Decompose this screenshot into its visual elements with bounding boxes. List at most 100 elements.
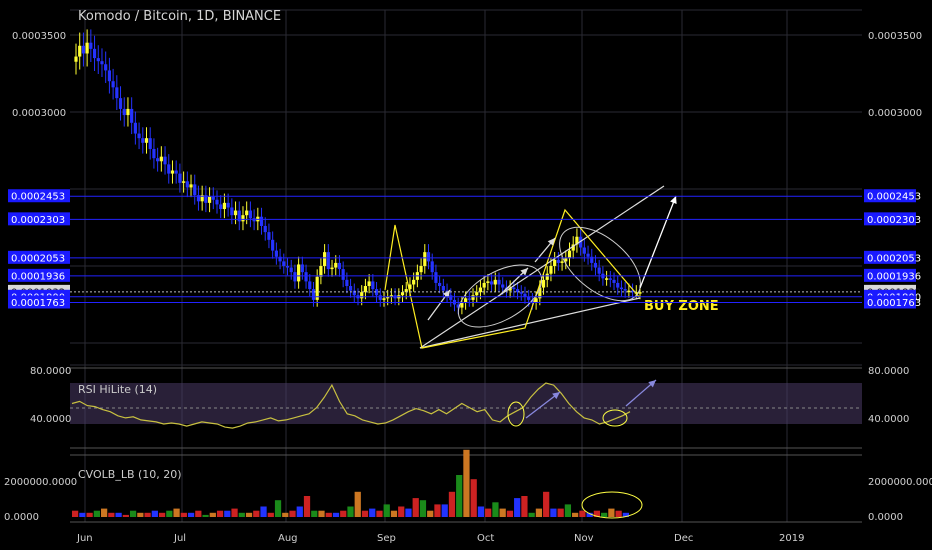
candle-body (475, 292, 479, 296)
candle-body (189, 184, 193, 188)
candle-body (460, 302, 464, 308)
candle-body (156, 158, 160, 162)
volume-bar (209, 512, 216, 517)
candle-body (271, 239, 275, 251)
candle-body (564, 258, 568, 262)
zigzag-line (384, 208, 641, 349)
volume-bar (303, 496, 311, 517)
candle-body (530, 299, 534, 303)
channel-upper (419, 185, 665, 349)
level-label: 0.0001763 (11, 298, 65, 309)
candle-body (285, 266, 290, 268)
price-tick-right: 0.0003500 (868, 31, 922, 42)
volume-bar (187, 512, 195, 517)
candle-body (81, 45, 86, 54)
candle-body (126, 108, 130, 116)
volume-bar (340, 510, 347, 517)
candle-body (326, 252, 330, 270)
x-tick: Jul (173, 533, 186, 544)
arrow-head (547, 238, 555, 246)
candle-body (230, 207, 234, 216)
candle-body (586, 253, 590, 257)
candle-body (519, 292, 523, 294)
volume-bar (419, 500, 427, 517)
volume-bar (158, 512, 166, 517)
volume-bar (238, 512, 245, 517)
candle-body (300, 264, 304, 273)
candle-body (282, 261, 286, 266)
rsi-band (70, 383, 862, 424)
candle-body (159, 156, 163, 162)
candle-body (111, 81, 115, 88)
volume-bar (485, 508, 492, 517)
candle-body (278, 256, 282, 262)
rsi-legend: RSI HiLite (14) (78, 383, 157, 396)
candle-body (196, 195, 201, 202)
volume-bar (173, 508, 180, 517)
candle-body (593, 262, 598, 268)
volume-bar (224, 510, 231, 517)
volume-bar (122, 514, 129, 517)
volume-bar (100, 508, 108, 517)
volume-bar (296, 506, 303, 517)
candle-body (274, 250, 278, 257)
volume-bar (361, 510, 369, 517)
candle-body (508, 287, 512, 291)
chart-grid (70, 9, 862, 523)
x-tick: Oct (477, 533, 494, 544)
candle-body (363, 286, 368, 293)
candle-body (605, 278, 609, 280)
price-candles (74, 29, 642, 315)
candle-body (337, 262, 342, 270)
level-label: 0.0002053 (867, 253, 921, 264)
candle-body (549, 266, 553, 274)
volume-bar (477, 506, 485, 517)
volume-bar (231, 508, 238, 517)
arrow-head (552, 392, 560, 400)
volume-bar (216, 510, 224, 517)
candle-body (144, 138, 149, 143)
candle-body (107, 70, 111, 82)
volume-bar (166, 510, 173, 517)
level-label: 0.0002053 (11, 253, 65, 264)
volume-bar (267, 512, 274, 517)
volume-tick-right: 2000000.0000 (868, 477, 932, 488)
candle-body (104, 64, 108, 71)
candle-body (130, 108, 134, 123)
rsi-tick-right: 80.0000 (868, 366, 909, 377)
candle-body (118, 98, 123, 109)
candle-body (341, 269, 345, 280)
candle-body (512, 287, 516, 290)
volume-tick-left: 0.0000 (4, 512, 39, 523)
level-label-box (8, 268, 70, 282)
rsi-tick-left: 80.0000 (30, 366, 71, 377)
arrow-line (639, 195, 677, 289)
candle-body (489, 281, 494, 285)
candle-body (167, 164, 171, 174)
candle-body (133, 122, 137, 134)
volume-bar (108, 512, 115, 517)
rsi-ellipse-1 (507, 401, 525, 427)
candle-body (571, 244, 575, 251)
candle-body (423, 252, 427, 266)
volume-bar (398, 506, 405, 517)
volume-bar (325, 512, 332, 517)
candle-body (430, 261, 434, 273)
level-label: 0.0002453 (11, 192, 65, 203)
candle-body (74, 56, 78, 62)
candle-body (122, 108, 126, 116)
candle-body (408, 284, 412, 290)
level-label-box (8, 250, 70, 264)
volume-bar (586, 512, 593, 517)
candle-body (374, 289, 379, 296)
volume-bar (405, 508, 412, 517)
volume-bar (528, 512, 535, 517)
candle-body (538, 287, 542, 299)
volume-bar (347, 506, 354, 517)
candle-body (334, 262, 338, 268)
volume-bar (245, 512, 253, 517)
price-tick-left: 0.0003000 (12, 108, 66, 119)
candle-body (115, 87, 119, 99)
rsi-tick-left: 40.0000 (30, 414, 71, 425)
